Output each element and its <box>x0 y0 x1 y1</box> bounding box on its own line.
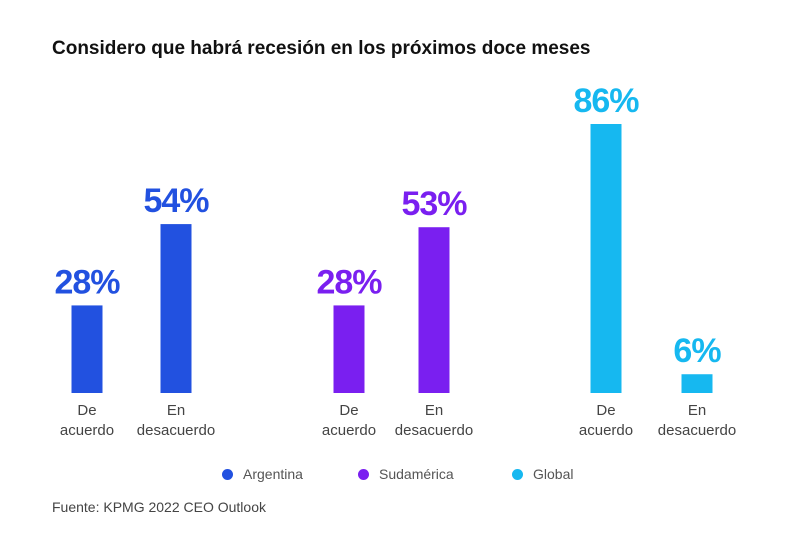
category-label-sudamerica-de-acuerdo-line2: acuerdo <box>322 422 376 439</box>
legend-item-global: Global <box>512 466 573 482</box>
category-label-global-de-acuerdo-line1: De <box>596 402 615 419</box>
category-label-global-de-acuerdo-line2: acuerdo <box>579 422 633 439</box>
value-label-global-de-acuerdo: 86% <box>573 82 639 120</box>
legend-dot-argentina <box>222 468 233 480</box>
bar-global-de-acuerdo <box>590 124 622 393</box>
category-label-sudamerica-en-desacuerdo-line2: desacuerdo <box>395 422 473 439</box>
legend-label-global: Global <box>533 466 574 482</box>
source-note: Fuente: KPMG 2022 CEO Outlook <box>52 499 266 515</box>
bar-global-en-desacuerdo <box>681 374 713 393</box>
bar-argentina-en-desacuerdo <box>160 224 192 393</box>
value-label-argentina-de-acuerdo: 28% <box>54 263 120 301</box>
category-label-sudamerica-de-acuerdo-line1: De <box>339 402 358 419</box>
legend-label-argentina: Argentina <box>243 466 303 482</box>
category-label-global-en-desacuerdo-line1: En <box>688 402 706 419</box>
legend-dot-sudamerica <box>358 468 369 480</box>
bar-sudamerica-en-desacuerdo <box>418 227 450 393</box>
bar-argentina-de-acuerdo <box>71 305 103 393</box>
legend: Argentina Sudamérica Global <box>0 466 800 486</box>
category-label-sudamerica-en-desacuerdo-line1: En <box>425 402 443 419</box>
bar-sudamerica-de-acuerdo <box>333 305 365 393</box>
legend-item-argentina: Argentina <box>222 466 303 482</box>
chart-title: Considero que habrá recesión en los próx… <box>52 38 591 59</box>
category-label-global-en-desacuerdo-line2: desacuerdo <box>658 422 736 439</box>
legend-item-sudamerica: Sudamérica <box>358 466 454 482</box>
value-label-sudamerica-en-desacuerdo: 53% <box>401 185 467 223</box>
category-label-argentina-de-acuerdo-line1: De <box>77 402 96 419</box>
value-label-global-en-desacuerdo: 6% <box>673 332 721 370</box>
value-label-argentina-en-desacuerdo: 54% <box>143 182 209 220</box>
category-label-argentina-en-desacuerdo-line1: En <box>167 402 185 419</box>
category-label-argentina-en-desacuerdo-line2: desacuerdo <box>137 422 215 439</box>
category-label-argentina-de-acuerdo-line2: acuerdo <box>60 422 114 439</box>
legend-dot-global <box>512 468 523 480</box>
legend-label-sudamerica: Sudamérica <box>379 466 454 482</box>
value-label-sudamerica-de-acuerdo: 28% <box>316 263 382 301</box>
